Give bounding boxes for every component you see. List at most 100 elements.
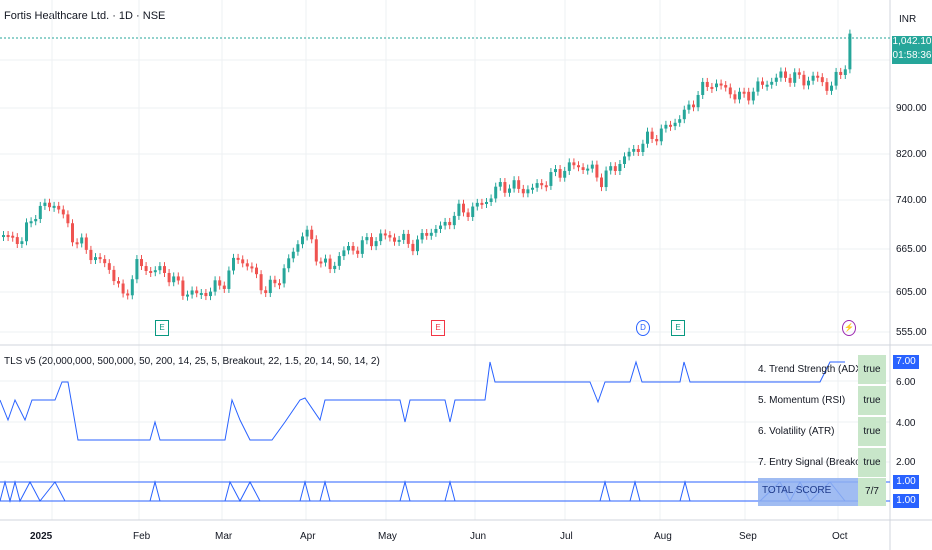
candle-body	[163, 266, 166, 273]
candle-body	[34, 219, 38, 222]
candle-body	[434, 228, 438, 233]
candle-body	[770, 81, 774, 85]
candle-body	[627, 151, 631, 157]
candle-body	[696, 94, 700, 108]
candle-body	[839, 71, 843, 75]
candle-body	[650, 131, 654, 139]
score-table: 4. Trend Strength (ADX) true 5. Momentum…	[758, 354, 893, 478]
candle-body	[765, 84, 769, 87]
time-tick: Aug	[654, 531, 672, 542]
candle-body	[655, 138, 659, 142]
candle-body	[112, 269, 116, 282]
candle-body	[186, 294, 189, 297]
candle-body	[577, 165, 580, 168]
earnings-event-icon[interactable]: E	[431, 320, 445, 336]
total-score-row	[758, 478, 858, 506]
candle-body	[406, 233, 410, 244]
candle-body	[623, 156, 626, 164]
candle-body	[480, 202, 484, 205]
candle-body	[195, 290, 199, 294]
price-tick: 740.00	[896, 195, 927, 206]
candle-body	[816, 75, 820, 78]
candle-body	[181, 280, 185, 296]
candle-body	[57, 205, 61, 210]
candle-body	[636, 148, 640, 153]
earnings-event-icon[interactable]: E	[155, 320, 169, 336]
candle-body	[287, 258, 291, 269]
score-value: true	[858, 448, 886, 477]
candle-body	[98, 257, 102, 260]
candle-body	[710, 86, 714, 89]
candle-body	[347, 245, 350, 251]
candle-body	[278, 283, 281, 286]
chart-title[interactable]: Fortis Healthcare Ltd. · 1D · NSE	[4, 10, 166, 22]
candle-body	[89, 249, 93, 261]
candle-body	[475, 202, 479, 207]
candle-body	[471, 206, 475, 217]
candle-body	[199, 293, 203, 296]
candle-body	[282, 268, 286, 284]
indicator-value-badge: 1.00	[893, 494, 919, 508]
candle-body	[462, 203, 465, 213]
candle-body	[172, 276, 176, 283]
candle-body	[232, 257, 235, 271]
candle-body	[705, 81, 709, 87]
candle-body	[715, 83, 718, 88]
candle-body	[365, 237, 369, 241]
price-tick: 900.00	[896, 103, 927, 114]
candle-body	[176, 276, 180, 281]
candle-body	[448, 221, 452, 226]
candle-body	[526, 189, 530, 194]
candle-body	[383, 233, 387, 236]
total-score-label: TOTAL SCORE	[762, 485, 832, 496]
candle-body	[498, 182, 502, 187]
candle-body	[494, 186, 498, 199]
candle-body	[742, 91, 746, 94]
candle-body	[609, 166, 613, 171]
bar-countdown: 01:58:36	[892, 47, 932, 64]
candle-body	[66, 214, 70, 224]
candle-body	[719, 83, 723, 86]
candle-body	[811, 75, 815, 81]
candle-body	[52, 205, 56, 208]
candle-body	[333, 265, 337, 270]
candle-body	[508, 188, 511, 193]
candle-body	[218, 280, 222, 286]
candle-body	[843, 69, 847, 75]
candle-body	[149, 270, 153, 273]
candle-body	[6, 235, 10, 238]
candle-body	[646, 131, 649, 144]
time-tick: Oct	[832, 531, 848, 542]
indicator-tick: 2.00	[896, 457, 916, 468]
dividend-event-icon[interactable]: D	[636, 320, 650, 336]
earnings-event-icon[interactable]: E	[671, 320, 685, 336]
candle-body	[324, 258, 327, 263]
candle-body	[117, 281, 120, 284]
candle-body	[687, 104, 691, 110]
candle-body	[503, 182, 507, 193]
candle-body	[121, 283, 125, 294]
candle-body	[678, 119, 682, 123]
candle-body	[567, 162, 571, 171]
candle-body	[747, 91, 751, 101]
candle-body	[761, 81, 764, 85]
candle-body	[15, 237, 19, 244]
candle-body	[264, 290, 268, 294]
candle-body	[245, 263, 249, 267]
candle-body	[310, 229, 314, 240]
candle-body	[618, 163, 622, 172]
candle-body	[531, 187, 534, 190]
candle-body	[130, 279, 134, 296]
candle-body	[756, 81, 760, 92]
score-value: true	[858, 355, 886, 384]
candle-body	[314, 239, 318, 262]
price-tick: 605.00	[896, 287, 927, 298]
currency-label[interactable]: INR	[899, 14, 917, 25]
candle-body	[416, 239, 419, 252]
flash-event-icon[interactable]: ⚡	[842, 320, 856, 336]
price-tick: 820.00	[896, 149, 927, 160]
indicator-label[interactable]: TLS v5 (20,000,000, 500,000, 50, 200, 14…	[4, 356, 380, 367]
candle-body	[825, 82, 829, 91]
candle-body	[802, 74, 806, 86]
